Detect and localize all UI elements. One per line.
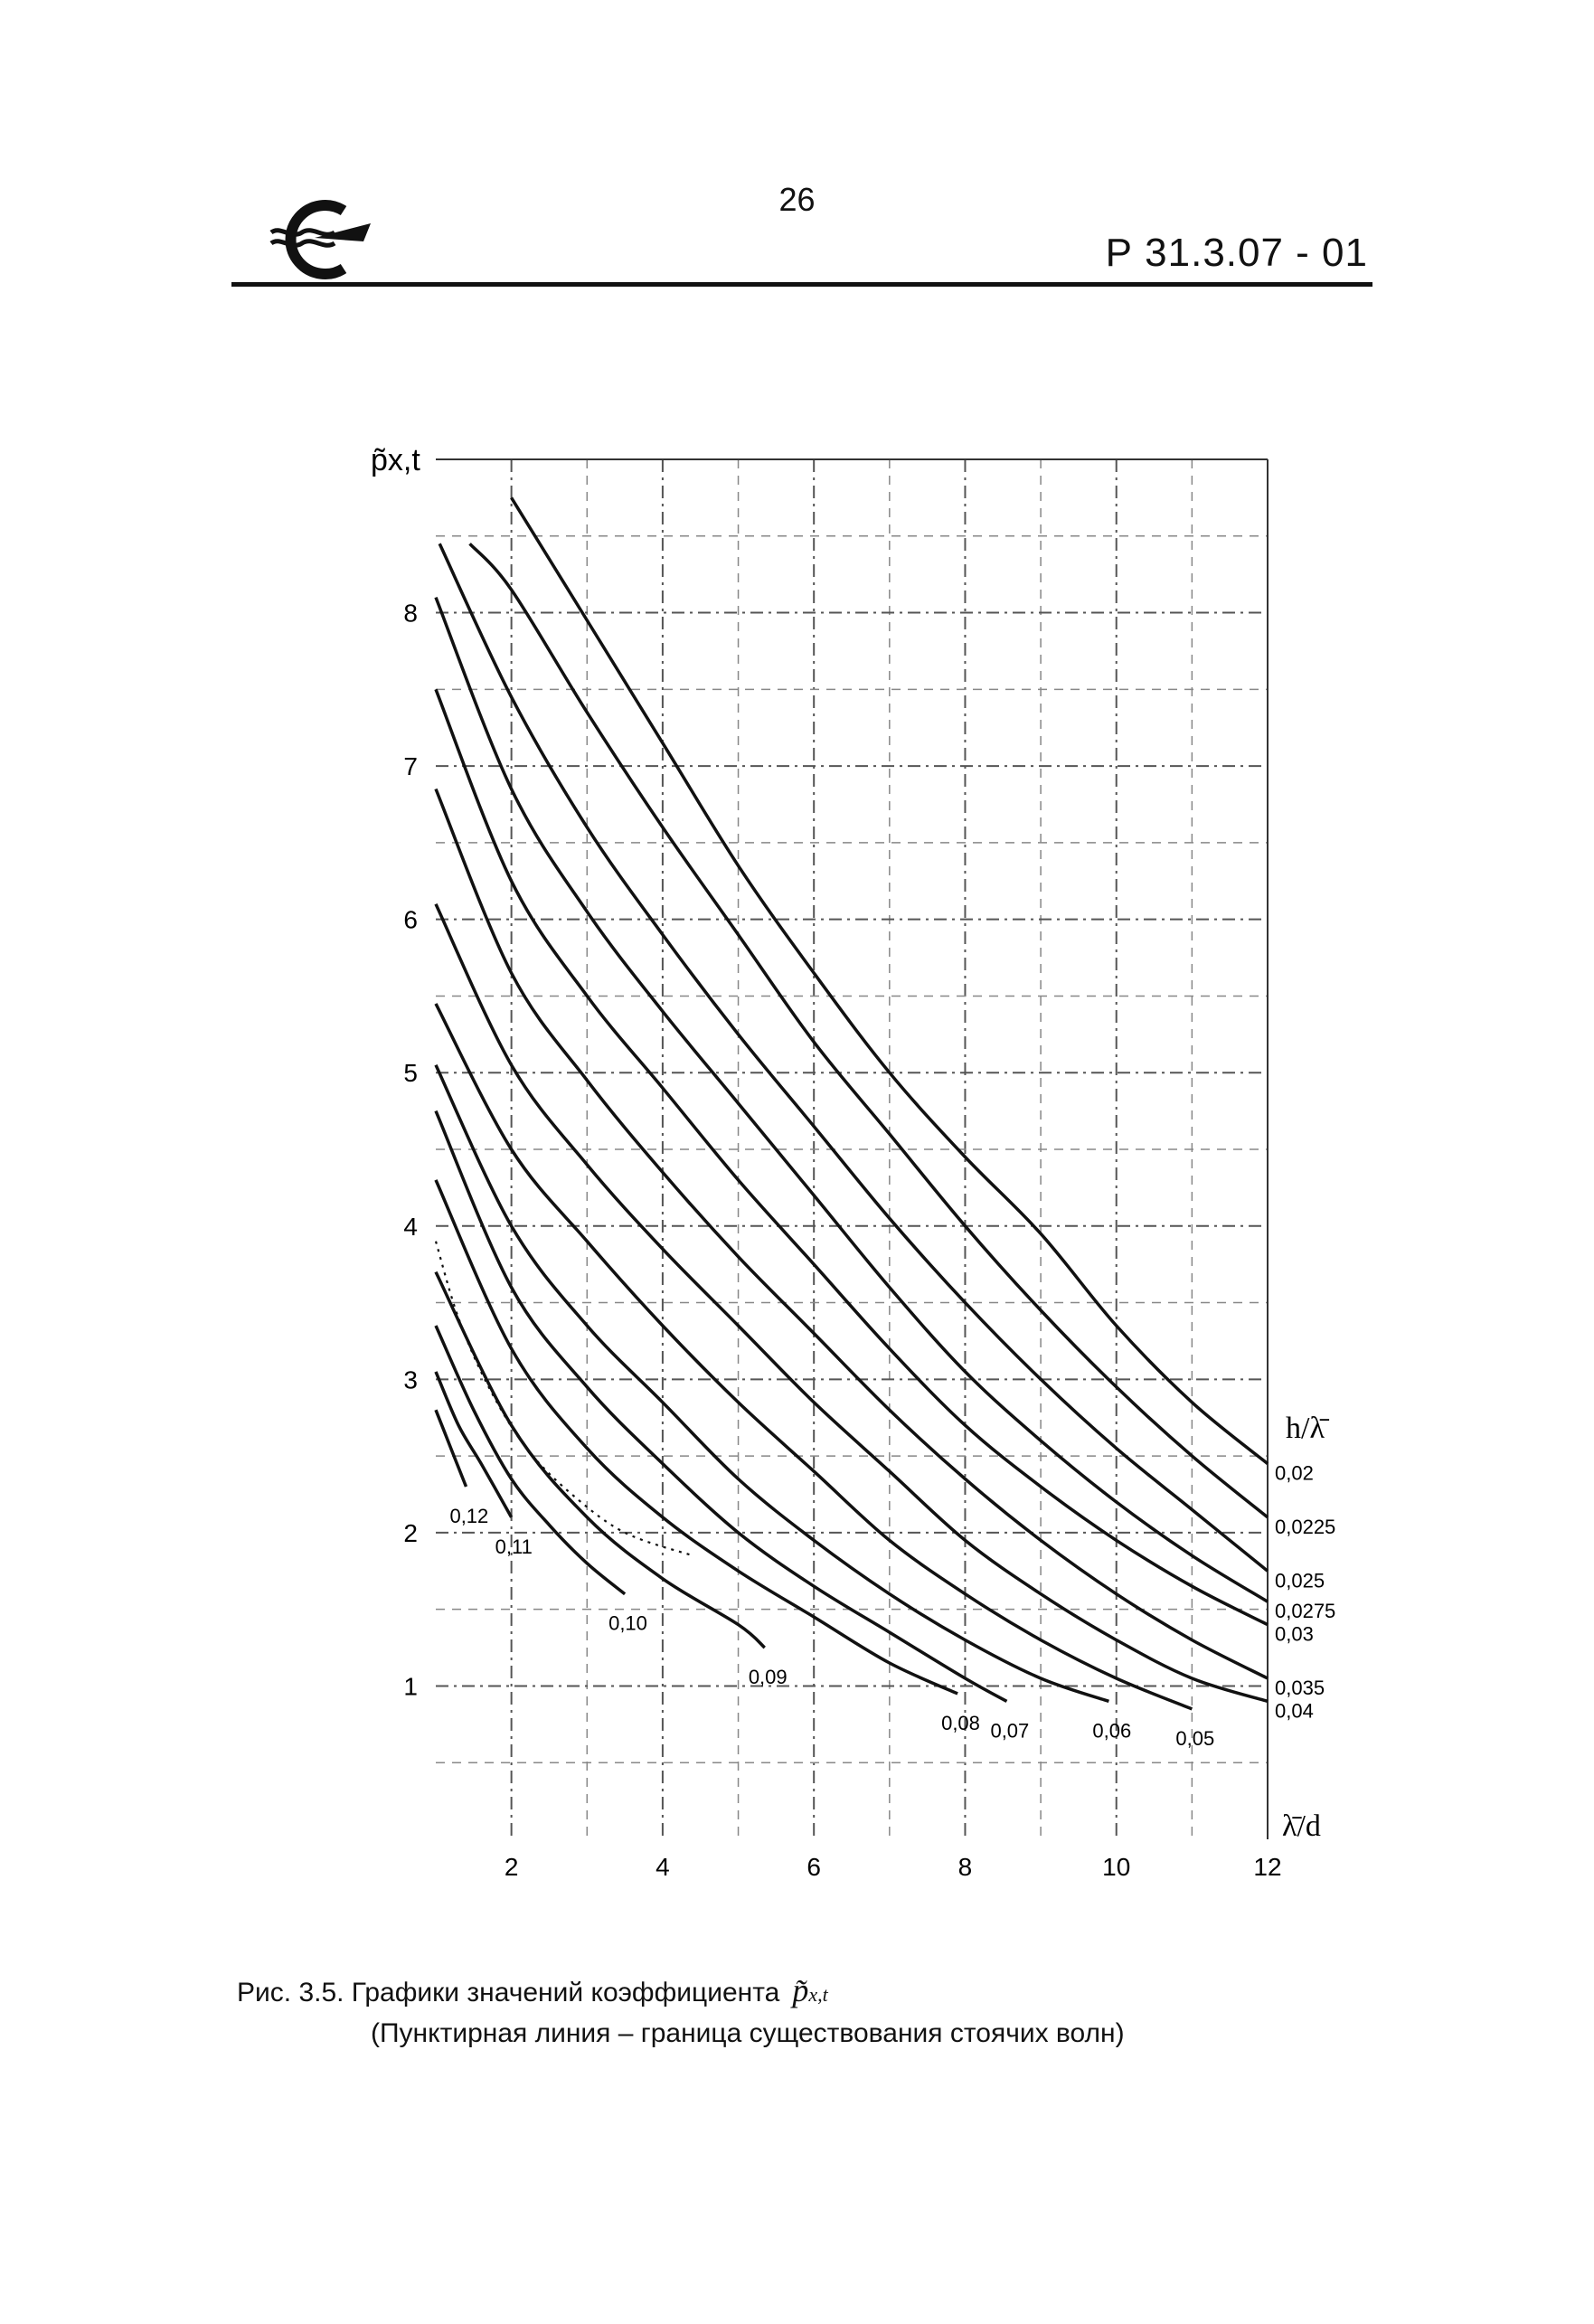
series-line-0-09 bbox=[434, 1271, 766, 1649]
series-line-0-0275 bbox=[434, 596, 1269, 1603]
y-tick-label: 8 bbox=[403, 600, 418, 628]
series-line-0-04 bbox=[434, 902, 1269, 1704]
y-tick-label: 2 bbox=[403, 1519, 418, 1547]
page-number: 26 bbox=[778, 181, 816, 218]
ship-anchor-logo-icon bbox=[269, 200, 371, 279]
series-line-0-025 bbox=[438, 543, 1269, 1573]
series-line-0-035 bbox=[434, 788, 1269, 1680]
series-line-0-08 bbox=[434, 1179, 958, 1696]
figure-note: (Пунктирная линия – граница существовани… bbox=[371, 2018, 1125, 2048]
series-line-0-10 bbox=[434, 1325, 627, 1596]
x-tick-label: 12 bbox=[1253, 1853, 1281, 1881]
x-axis-label: λ̄/d bbox=[1282, 1809, 1321, 1843]
x-tick-label: 10 bbox=[1102, 1853, 1130, 1881]
y-tick-label: 5 bbox=[403, 1059, 418, 1087]
series-label: 0,03 bbox=[1275, 1623, 1314, 1646]
series-label: 0,0225 bbox=[1275, 1516, 1335, 1538]
caption-symbol: p̃ bbox=[792, 1972, 809, 2008]
y-tick-label: 6 bbox=[403, 906, 418, 934]
series-line-0-07 bbox=[434, 1110, 1008, 1703]
series-label: 0,04 bbox=[1275, 1699, 1314, 1722]
series-label: 0,09 bbox=[749, 1666, 788, 1688]
y-axis-label: p̃x,t bbox=[371, 443, 420, 477]
series-line-0-02 bbox=[510, 496, 1269, 1465]
y-tick-label: 4 bbox=[403, 1213, 418, 1241]
series-label: 0,02 bbox=[1275, 1462, 1314, 1485]
y-tick-label: 7 bbox=[403, 752, 418, 780]
series-label: 0,08 bbox=[941, 1712, 980, 1734]
series-label: 0,0275 bbox=[1275, 1600, 1335, 1622]
x-tick-label: 2 bbox=[505, 1853, 519, 1881]
series-label: 0,025 bbox=[1275, 1569, 1325, 1592]
legend-title: h/λ̄ bbox=[1286, 1412, 1330, 1445]
figure-caption: Рис. 3.5. Графики значений коэффициента p… bbox=[237, 1971, 828, 2009]
x-tick-label: 6 bbox=[806, 1853, 821, 1881]
document-code: Р 31.3.07 - 01 bbox=[1105, 231, 1368, 275]
caption-text: Рис. 3.5. Графики значений коэффициента bbox=[237, 1978, 780, 2008]
series-line-0-06 bbox=[434, 1063, 1109, 1704]
x-tick-label: 4 bbox=[656, 1853, 670, 1881]
series-label: 0,11 bbox=[495, 1535, 533, 1558]
series-label: 0,05 bbox=[1175, 1727, 1214, 1750]
series-line-0-12 bbox=[434, 1409, 468, 1488]
x-tick-label: 8 bbox=[958, 1853, 973, 1881]
series-label: 0,07 bbox=[990, 1719, 1029, 1742]
y-tick-label: 1 bbox=[403, 1672, 418, 1700]
header-rule bbox=[231, 282, 1372, 287]
series-line-0-11 bbox=[434, 1371, 514, 1518]
series-label: 0,10 bbox=[608, 1612, 647, 1635]
y-tick-label: 3 bbox=[403, 1365, 418, 1393]
series-line-0-0225 bbox=[468, 543, 1269, 1519]
series-line-0-03 bbox=[434, 688, 1269, 1627]
caption-symbol-subscript: x,t bbox=[808, 1983, 828, 2006]
series-label: 0,06 bbox=[1092, 1719, 1131, 1742]
series-label: 0,12 bbox=[449, 1505, 488, 1527]
series-label: 0,035 bbox=[1275, 1677, 1325, 1699]
series-line-0-05 bbox=[434, 1003, 1193, 1711]
